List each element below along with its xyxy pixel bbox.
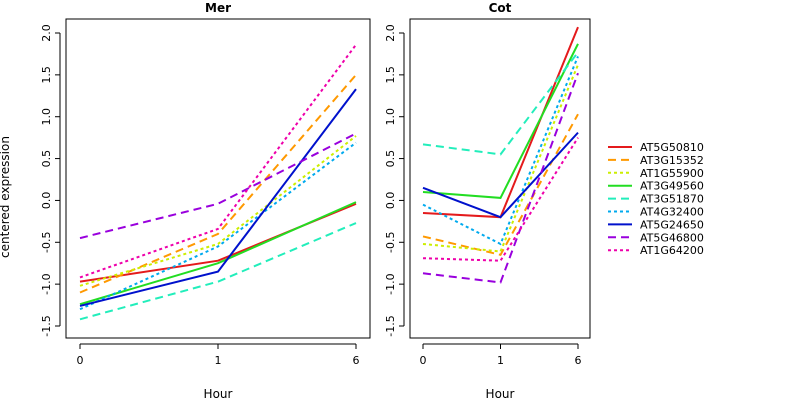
series-layer <box>80 45 356 320</box>
legend-label: AT3G51870 <box>640 193 704 206</box>
x-tick-label: 0 <box>77 354 84 367</box>
x-tick-label: 6 <box>353 354 360 367</box>
x-axis-label: Hour <box>486 387 515 400</box>
series-line-at5g46800 <box>80 133 356 238</box>
y-tick-label: 1.5 <box>384 66 397 84</box>
series-layer <box>423 27 578 282</box>
x-axis: 0 1 6 <box>420 344 582 367</box>
x-tick-label: 1 <box>215 354 222 367</box>
plot-frame <box>66 19 370 338</box>
y-tick-label: -1.0 <box>384 273 397 294</box>
legend-label: AT1G55900 <box>640 167 704 180</box>
y-axis-label: centered expression <box>0 136 12 258</box>
legend-label: AT5G46800 <box>640 231 704 244</box>
plot-frame <box>410 19 590 338</box>
x-tick-label: 6 <box>575 354 582 367</box>
y-tick-label: -1.0 <box>40 273 53 294</box>
series-line-at3g49560 <box>80 202 356 304</box>
panel-title: Cot <box>489 1 512 15</box>
series-line-at3g51870 <box>423 52 578 154</box>
legend-label: AT1G64200 <box>640 244 704 257</box>
y-tick-label: -0.5 <box>384 232 397 253</box>
panel-mer: Mer 0 1 6 -1.5 -1.0 -0.5 0.0 0.5 1.0 1.5 2.0 Hour <box>40 1 370 400</box>
series-line-at4g32400 <box>80 143 356 310</box>
y-tick-label: 0.5 <box>384 150 397 168</box>
legend-label: AT5G50810 <box>640 141 704 154</box>
series-line-at1g64200 <box>423 138 578 261</box>
x-tick-label: 1 <box>497 354 504 367</box>
legend-label: AT5G24650 <box>640 218 704 231</box>
figure: centered expression Mer 0 1 6 -1.5 -1.0 -0.5… <box>0 0 800 400</box>
series-line-at1g64200 <box>80 45 356 278</box>
y-tick-label: 2.0 <box>40 24 53 42</box>
y-tick-label: 0.0 <box>40 192 53 210</box>
y-axis: -1.5 -1.0 -0.5 0.0 0.5 1.0 1.5 2.0 <box>40 24 60 336</box>
y-tick-label: 0.5 <box>40 150 53 168</box>
series-line-at3g49560 <box>423 44 578 198</box>
y-tick-label: 1.0 <box>40 108 53 126</box>
y-tick-label: -1.5 <box>40 315 53 336</box>
panel-cot: Cot 0 1 6 -1.5 -1.0 -0.5 0.0 0.5 1.0 1.5 2.0 Hour <box>384 1 590 400</box>
x-tick-label: 0 <box>420 354 427 367</box>
y-tick-label: -1.5 <box>384 315 397 336</box>
y-tick-label: 1.5 <box>40 66 53 84</box>
y-tick-label: 2.0 <box>384 24 397 42</box>
legend-label: AT3G15352 <box>640 154 704 167</box>
legend: AT5G50810AT3G15352AT1G55900AT3G49560AT3G… <box>608 141 704 257</box>
y-tick-label: -0.5 <box>40 232 53 253</box>
y-tick-label: 0.0 <box>384 192 397 210</box>
y-axis: -1.5 -1.0 -0.5 0.0 0.5 1.0 1.5 2.0 <box>384 24 404 336</box>
panel-title: Mer <box>205 1 231 15</box>
y-tick-label: 1.0 <box>384 108 397 126</box>
x-axis: 0 1 6 <box>77 344 360 367</box>
x-axis-label: Hour <box>204 387 233 400</box>
series-line-at5g24650 <box>423 133 578 218</box>
legend-label: AT4G32400 <box>640 206 704 219</box>
legend-label: AT3G49560 <box>640 180 704 193</box>
